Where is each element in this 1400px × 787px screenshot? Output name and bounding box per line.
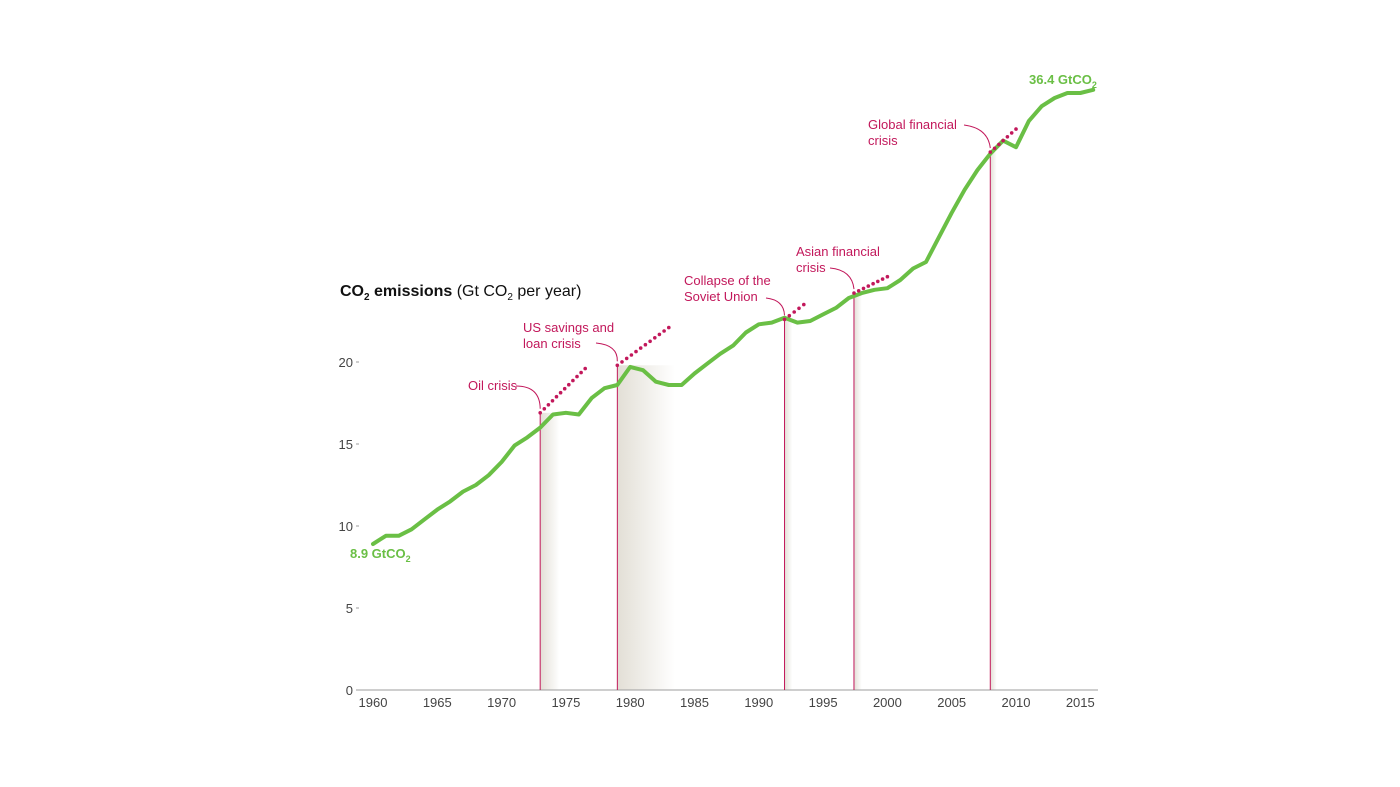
trend-dot bbox=[629, 353, 634, 357]
trend-dot bbox=[792, 310, 796, 314]
trend-dot bbox=[575, 374, 579, 379]
x-tick-label: 1960 bbox=[359, 695, 388, 710]
trend-dot bbox=[638, 346, 643, 350]
annotation-soviet-union-collapse: Collapse of the Soviet Union bbox=[684, 273, 771, 304]
annotation-leader bbox=[963, 124, 991, 149]
end-value-label: 36.4 GtCO2 bbox=[1029, 72, 1097, 90]
annotation-leader bbox=[829, 267, 855, 290]
annotation-asian-financial-crisis: Asian financial crisis bbox=[796, 244, 880, 275]
annotation-leader bbox=[595, 342, 618, 362]
event-shade bbox=[784, 319, 793, 690]
event-shade bbox=[540, 412, 560, 690]
series-group bbox=[371, 87, 1096, 546]
x-tick-label: 1975 bbox=[551, 695, 580, 710]
y-tick-label: 15 bbox=[339, 437, 353, 452]
trend-dot bbox=[643, 342, 648, 347]
trend-dot bbox=[1014, 127, 1018, 131]
trend-dots-group bbox=[538, 127, 1018, 415]
annotation-line: Soviet Union bbox=[684, 289, 758, 304]
trend-dot bbox=[558, 390, 563, 395]
trend-dot bbox=[866, 284, 871, 288]
annotation-line: Global financial bbox=[868, 117, 957, 132]
x-tick-label: 1965 bbox=[423, 695, 452, 710]
event-shade bbox=[853, 293, 862, 690]
trend-dot bbox=[1005, 135, 1010, 139]
annotation-leader bbox=[515, 385, 541, 409]
annotation-oil-crisis: Oil crisis bbox=[468, 378, 518, 393]
trend-dot bbox=[571, 378, 575, 383]
trend-dot bbox=[782, 317, 787, 322]
emissions-line bbox=[371, 87, 1096, 546]
trend-dot bbox=[579, 370, 583, 375]
axes-group: 1960 1965 1970 1975 1980 1985 1990 1995 2000 2005… bbox=[339, 355, 1098, 710]
trend-dot bbox=[797, 306, 801, 311]
trend-dot bbox=[852, 291, 856, 295]
trend-dot bbox=[657, 332, 662, 337]
start-value-label: 8.9 GtCO2 bbox=[350, 546, 411, 564]
y-tick-label: 10 bbox=[339, 519, 353, 534]
trend-dot bbox=[662, 329, 666, 333]
x-tick-label: 2010 bbox=[1002, 695, 1031, 710]
trend-dot bbox=[554, 394, 559, 399]
trend-dot bbox=[667, 325, 671, 330]
annotation-us-savings-crisis: US savings and loan crisis bbox=[523, 320, 614, 351]
trend-dot bbox=[856, 289, 861, 293]
trend-dot bbox=[583, 366, 587, 371]
trend-dot bbox=[567, 382, 571, 387]
annotation-line: Oil crisis bbox=[468, 378, 518, 393]
trend-dot bbox=[997, 142, 1001, 147]
trend-dot bbox=[885, 274, 890, 279]
annotation-line: Collapse of the bbox=[684, 273, 771, 288]
trend-dot bbox=[542, 407, 547, 411]
trend-dot bbox=[876, 279, 880, 284]
x-tick-label: 1970 bbox=[487, 695, 516, 710]
y-tick-label: 5 bbox=[346, 601, 353, 616]
trend-dot bbox=[861, 286, 866, 291]
trend-dot bbox=[1001, 138, 1005, 143]
trend-dot bbox=[871, 281, 875, 286]
event-lines-group bbox=[539, 152, 991, 690]
annotation-line: crisis bbox=[868, 133, 898, 148]
y-tick-label: 0 bbox=[346, 683, 353, 698]
x-tick-label: 2015 bbox=[1066, 695, 1095, 710]
trend-dot bbox=[992, 146, 997, 151]
annotation-leader bbox=[765, 297, 785, 316]
trend-dot bbox=[550, 399, 555, 403]
trend-dot bbox=[562, 386, 567, 391]
x-tick-label: 2000 bbox=[873, 695, 902, 710]
y-tick-label: 20 bbox=[339, 355, 353, 370]
trend-dot bbox=[615, 363, 620, 368]
x-tick-label: 1980 bbox=[616, 695, 645, 710]
x-tick-label: 1985 bbox=[680, 695, 709, 710]
annotation-line: Asian financial bbox=[796, 244, 880, 259]
chart-title: CO2 emissions (Gt CO2 per year) bbox=[340, 283, 581, 303]
x-tick-label: 1990 bbox=[744, 695, 773, 710]
event-shading-group bbox=[540, 152, 997, 690]
x-tick-label: 2005 bbox=[937, 695, 966, 710]
trend-dot bbox=[624, 356, 629, 361]
trend-dot bbox=[648, 339, 652, 344]
annotation-line: crisis bbox=[796, 260, 826, 275]
event-shade bbox=[990, 152, 997, 690]
trend-dot bbox=[880, 277, 885, 281]
trend-dot bbox=[634, 349, 638, 354]
trend-dot bbox=[653, 336, 657, 340]
trend-dot bbox=[988, 150, 993, 154]
trend-dot bbox=[787, 313, 792, 318]
trend-dot bbox=[802, 302, 806, 307]
trend-dot bbox=[538, 411, 542, 415]
trend-dot bbox=[620, 360, 624, 364]
annotation-global-financial-crisis: Global financial crisis bbox=[868, 117, 957, 148]
x-tick-label: 1995 bbox=[809, 695, 838, 710]
trend-dot bbox=[1009, 131, 1014, 135]
event-shade bbox=[617, 365, 676, 690]
annotations-group: Oil crisis US savings and loan crisis Colla… bbox=[468, 117, 991, 409]
annotation-line: US savings and bbox=[523, 320, 614, 335]
annotation-line: loan crisis bbox=[523, 336, 581, 351]
trend-dot bbox=[546, 403, 551, 407]
